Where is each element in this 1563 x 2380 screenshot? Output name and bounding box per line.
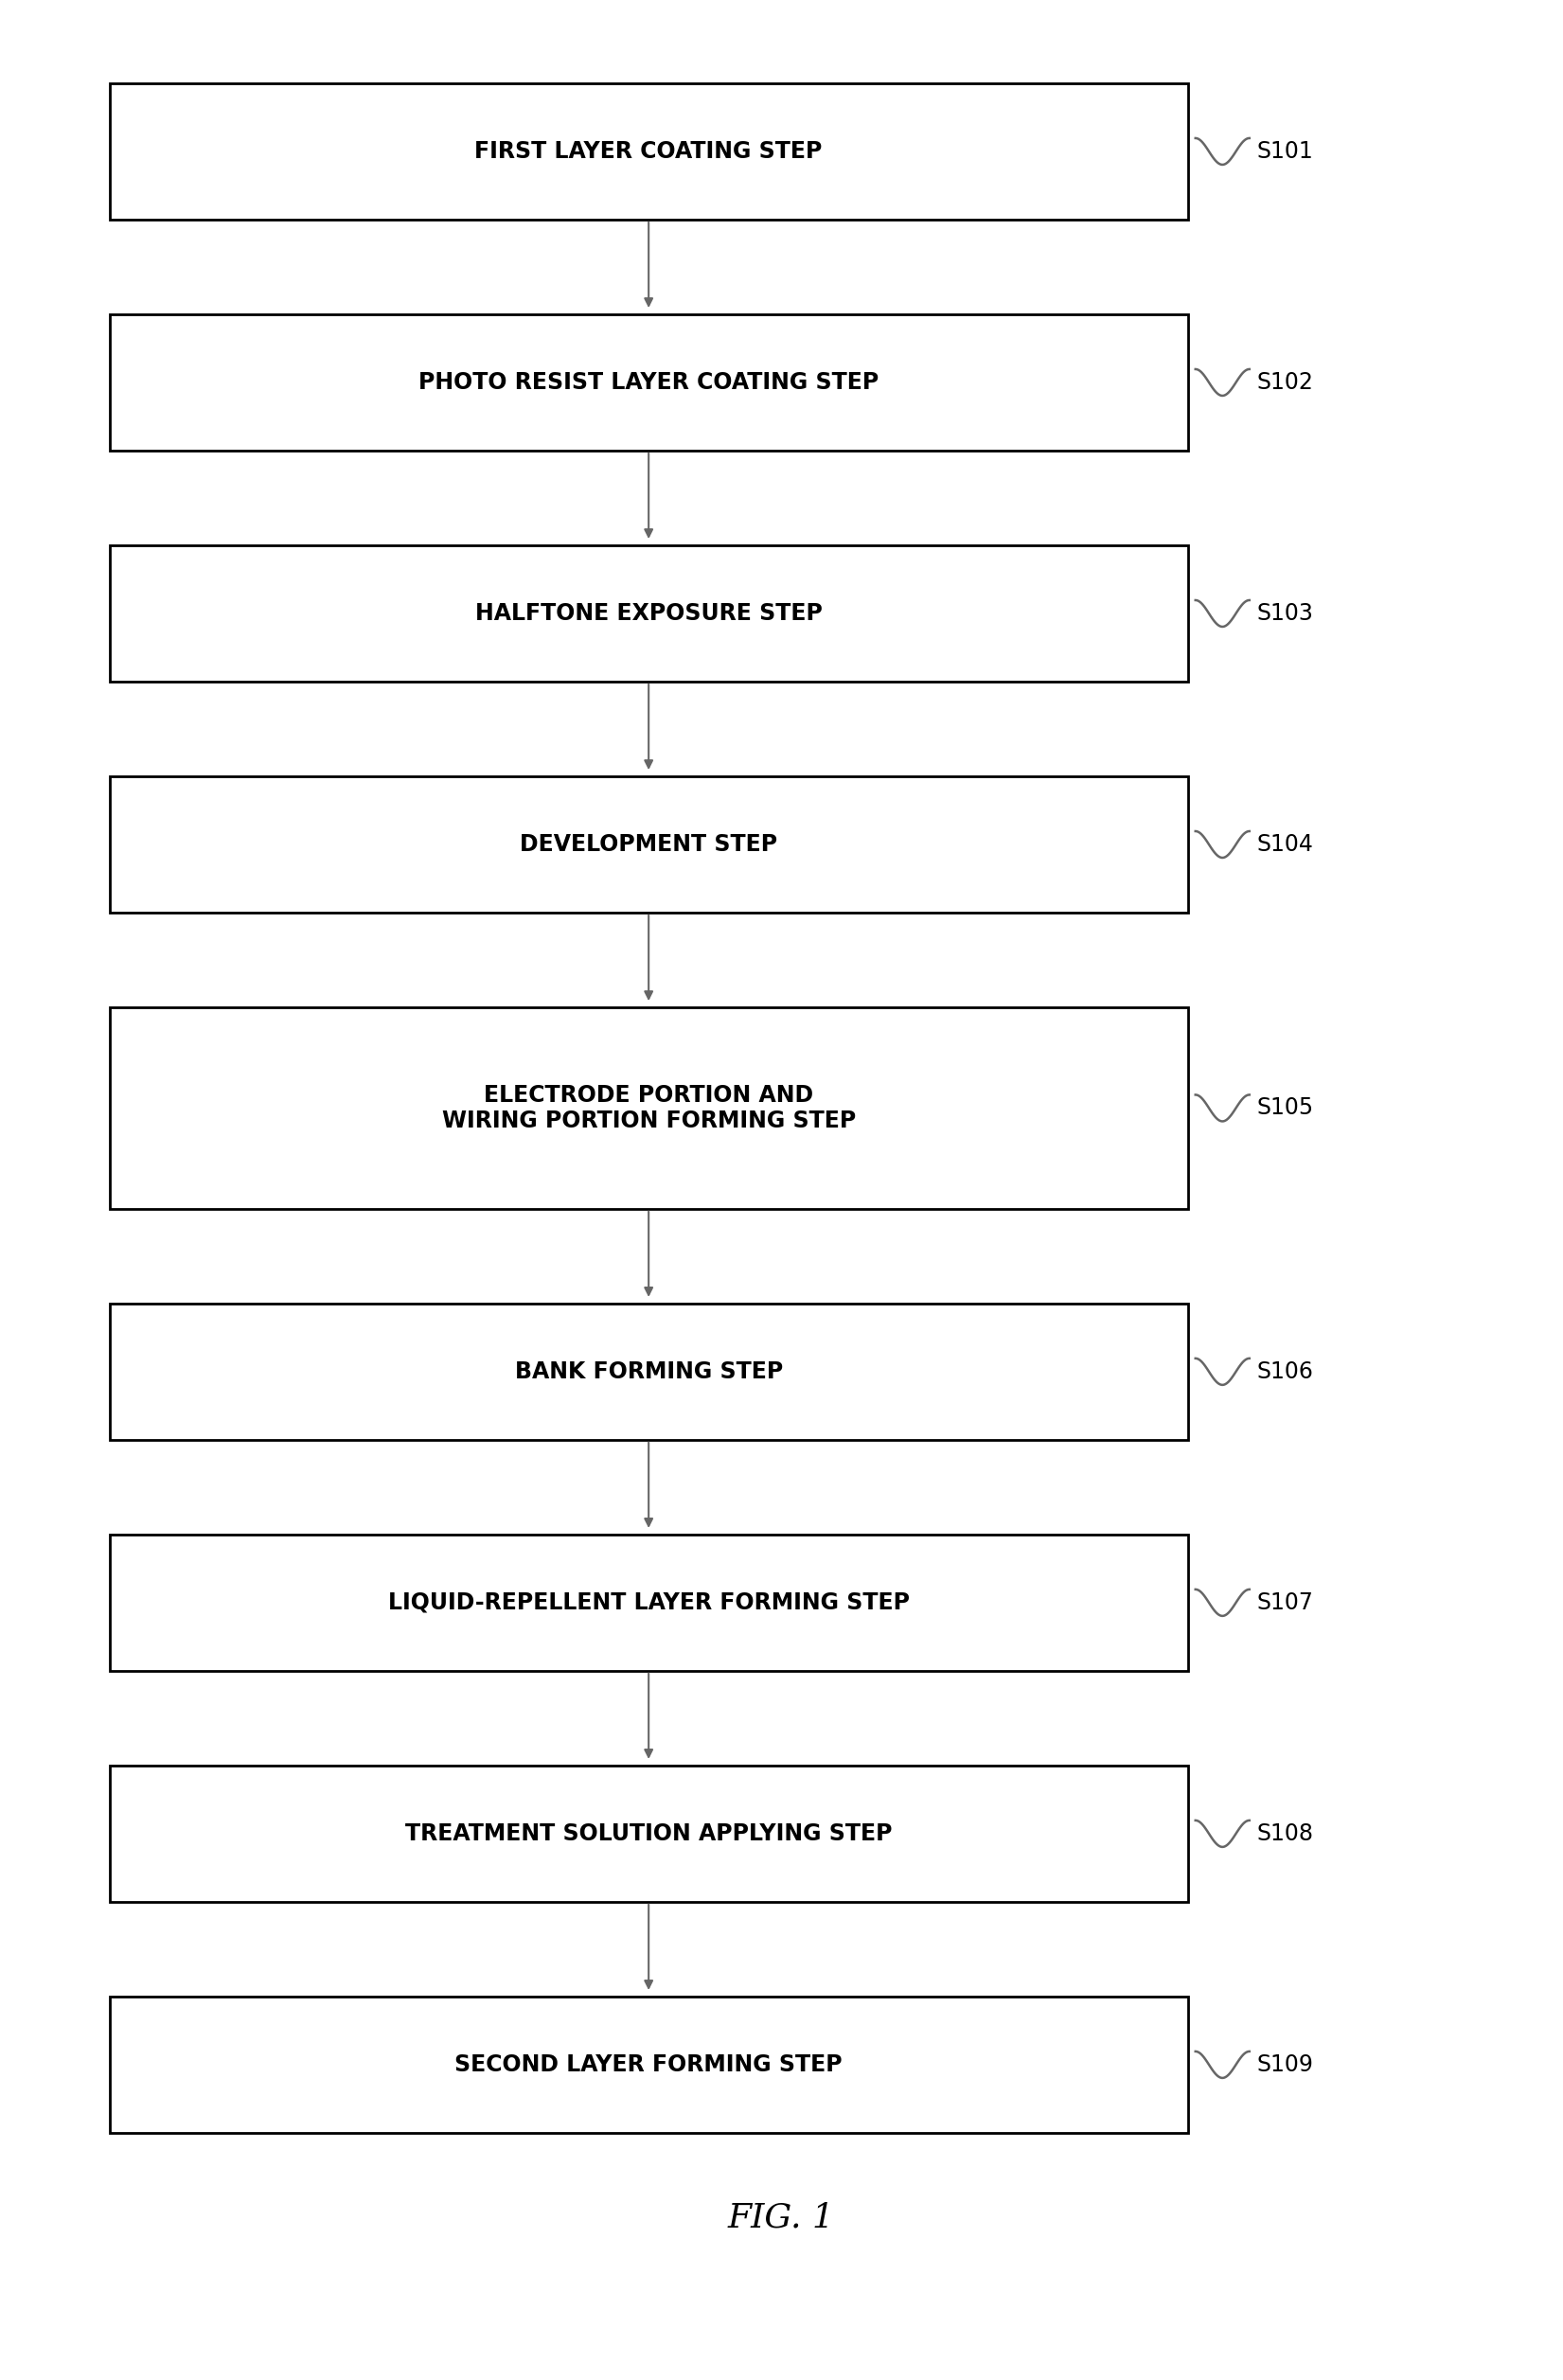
Text: S106: S106	[1257, 1361, 1313, 1383]
Text: LIQUID-REPELLENT LAYER FORMING STEP: LIQUID-REPELLENT LAYER FORMING STEP	[388, 1592, 910, 1614]
Text: TREATMENT SOLUTION APPLYING STEP: TREATMENT SOLUTION APPLYING STEP	[405, 1823, 892, 1844]
Text: S104: S104	[1257, 833, 1313, 857]
Text: S109: S109	[1257, 2054, 1313, 2075]
Bar	[109, 83, 1188, 219]
Text: FIG. 1: FIG. 1	[728, 2202, 835, 2235]
Text: S105: S105	[1257, 1097, 1314, 1119]
Text: HALFTONE EXPOSURE STEP: HALFTONE EXPOSURE STEP	[475, 602, 822, 626]
Bar	[109, 1997, 1188, 2132]
Text: FIRST LAYER COATING STEP: FIRST LAYER COATING STEP	[475, 140, 822, 162]
Bar	[109, 1304, 1188, 1440]
Text: BANK FORMING STEP: BANK FORMING STEP	[514, 1361, 783, 1383]
Bar	[109, 545, 1188, 681]
Text: DEVELOPMENT STEP: DEVELOPMENT STEP	[520, 833, 777, 857]
Text: ELECTRODE PORTION AND
WIRING PORTION FORMING STEP: ELECTRODE PORTION AND WIRING PORTION FOR…	[442, 1083, 855, 1133]
Text: S107: S107	[1257, 1592, 1313, 1614]
Bar	[109, 1766, 1188, 1902]
Bar	[109, 1535, 1188, 1671]
Text: S101: S101	[1257, 140, 1313, 162]
Bar	[109, 1007, 1188, 1209]
Text: S103: S103	[1257, 602, 1313, 626]
Text: S102: S102	[1257, 371, 1313, 393]
Text: PHOTO RESIST LAYER COATING STEP: PHOTO RESIST LAYER COATING STEP	[419, 371, 878, 393]
Bar	[109, 776, 1188, 912]
Text: S108: S108	[1257, 1823, 1314, 1844]
Text: SECOND LAYER FORMING STEP: SECOND LAYER FORMING STEP	[455, 2054, 842, 2075]
Bar	[109, 314, 1188, 450]
